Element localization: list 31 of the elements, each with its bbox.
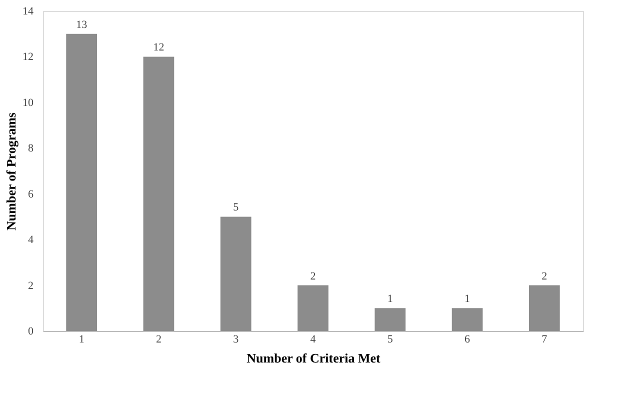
x-tick-label: 3	[233, 334, 240, 346]
y-tick-label: 2	[28, 280, 34, 292]
bar	[452, 308, 483, 331]
y-axis-title: Number of Programs	[4, 112, 18, 230]
data-label: 12	[153, 42, 164, 54]
x-tick-label: 6	[464, 334, 471, 346]
y-tick-label: 14	[22, 6, 34, 18]
x-tick-label: 2	[156, 334, 162, 346]
data-label: 13	[76, 18, 88, 31]
x-tick-label: 7	[542, 334, 548, 346]
bar	[220, 216, 252, 331]
y-tick-label: 4	[28, 234, 34, 246]
y-tick-label: 8	[28, 142, 34, 155]
y-tick-label: 10	[22, 96, 34, 109]
x-tick-label: 5	[387, 334, 394, 346]
bar	[374, 308, 406, 331]
y-tick-label: 0	[28, 326, 34, 338]
bar	[66, 34, 97, 331]
x-tick-label: 1	[78, 334, 84, 346]
y-tick-label: 12	[22, 51, 34, 64]
y-tick-label: 6	[28, 188, 34, 200]
data-label: 2	[310, 270, 316, 282]
x-axis-title: Number of Criteria Met	[246, 350, 382, 366]
data-label: 1	[387, 293, 393, 306]
bar	[143, 56, 174, 331]
bar	[529, 285, 560, 331]
data-label: 5	[233, 202, 240, 214]
x-tick-label: 4	[310, 334, 316, 346]
data-label: 2	[542, 270, 548, 282]
bar	[298, 285, 328, 331]
data-label: 1	[464, 293, 470, 306]
